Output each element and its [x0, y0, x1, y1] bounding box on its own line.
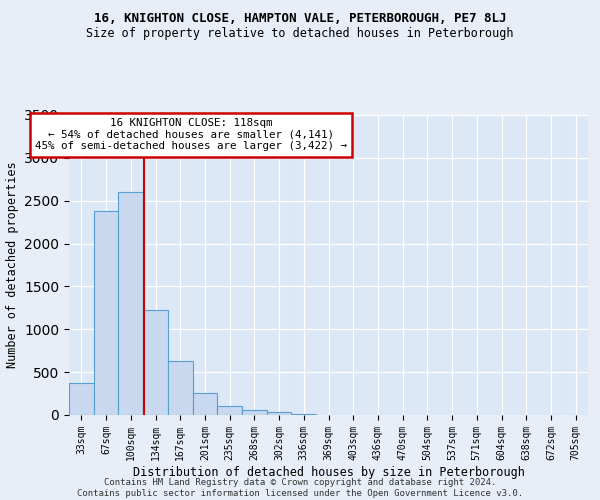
- Bar: [69, 383, 94, 415]
- Bar: [242, 410, 267, 415]
- Y-axis label: Number of detached properties: Number of detached properties: [5, 162, 19, 368]
- Text: Contains HM Land Registry data © Crown copyright and database right 2024.
Contai: Contains HM Land Registry data © Crown c…: [77, 478, 523, 498]
- Bar: [143, 310, 168, 415]
- Text: Size of property relative to detached houses in Peterborough: Size of property relative to detached ho…: [86, 28, 514, 40]
- Text: 16, KNIGHTON CLOSE, HAMPTON VALE, PETERBOROUGH, PE7 8LJ: 16, KNIGHTON CLOSE, HAMPTON VALE, PETERB…: [94, 12, 506, 26]
- Bar: [217, 406, 242, 415]
- Bar: [292, 414, 316, 415]
- Bar: [94, 211, 118, 415]
- Bar: [168, 360, 193, 415]
- Text: 16 KNIGHTON CLOSE: 118sqm
← 54% of detached houses are smaller (4,141)
45% of se: 16 KNIGHTON CLOSE: 118sqm ← 54% of detac…: [35, 118, 347, 151]
- X-axis label: Distribution of detached houses by size in Peterborough: Distribution of detached houses by size …: [133, 466, 524, 478]
- Bar: [193, 393, 217, 415]
- Bar: [267, 412, 292, 415]
- Bar: [118, 192, 143, 415]
